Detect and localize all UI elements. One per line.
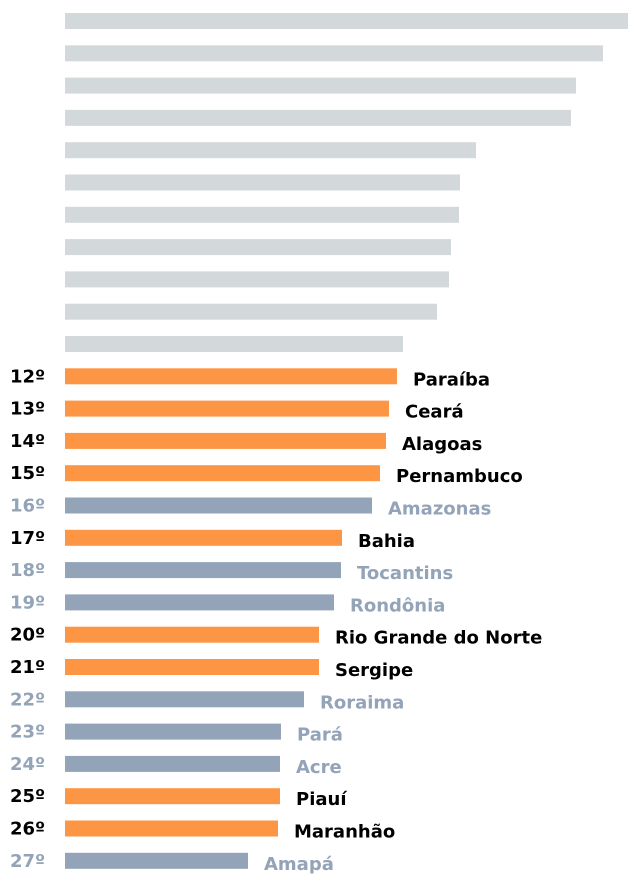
category-label: Pernambuco: [396, 466, 523, 487]
bar: [65, 594, 334, 611]
bar: [65, 852, 248, 869]
category-label: Amazonas: [388, 499, 491, 520]
bar: [65, 432, 386, 449]
category-label: Roraima: [320, 692, 404, 713]
category-label: Acre: [296, 757, 342, 778]
category-label: Ceará: [405, 402, 464, 423]
bar: [65, 45, 603, 62]
bar: [65, 368, 397, 385]
category-label: Bahia: [358, 531, 415, 552]
category-label: Alagoas: [402, 434, 482, 455]
bar: [65, 174, 460, 191]
bar: [65, 691, 304, 708]
rank-label: 12º: [10, 366, 45, 387]
bar: [65, 820, 278, 837]
category-label: Rio Grande do Norte: [335, 628, 542, 649]
rank-label: 19º: [10, 592, 45, 613]
bar: [65, 497, 372, 514]
bar: [65, 529, 342, 546]
bar: [65, 303, 437, 320]
rank-label: 17º: [10, 528, 45, 549]
bar: [65, 109, 571, 126]
bar: [65, 400, 389, 417]
bar: [65, 206, 459, 223]
category-label: Paraíba: [413, 369, 490, 390]
bar: [65, 271, 449, 288]
category-label: Tocantins: [357, 563, 453, 584]
rank-label: 24º: [10, 754, 45, 775]
rank-label: 25º: [10, 786, 45, 807]
rank-label: 18º: [10, 560, 45, 581]
bar: [65, 788, 280, 805]
bar: [65, 626, 319, 643]
bar: [65, 336, 403, 352]
category-label: Pará: [297, 725, 343, 746]
rank-label: 27º: [10, 851, 45, 872]
rank-label: 15º: [10, 463, 45, 484]
category-label: Rondônia: [350, 595, 445, 616]
rank-label: 22º: [10, 689, 45, 710]
rank-label: 26º: [10, 819, 45, 840]
bar: [65, 723, 281, 740]
category-label: Amapá: [264, 854, 334, 875]
bar: [65, 13, 628, 29]
rank-label: 16º: [10, 496, 45, 517]
rank-label: 21º: [10, 657, 45, 678]
rank-label: 20º: [10, 625, 45, 646]
bar: [65, 239, 451, 256]
bar: [65, 142, 476, 159]
category-label: Sergipe: [335, 660, 413, 681]
category-label: Piauí: [296, 789, 347, 810]
bar: [65, 77, 576, 94]
rank-label: 23º: [10, 722, 45, 743]
rank-label: 13º: [10, 399, 45, 420]
bar: [65, 755, 280, 772]
rank-label: 14º: [10, 431, 45, 452]
bar: [65, 659, 319, 675]
bar: [65, 562, 341, 579]
bar: [65, 465, 380, 482]
category-label: Maranhão: [294, 822, 395, 843]
